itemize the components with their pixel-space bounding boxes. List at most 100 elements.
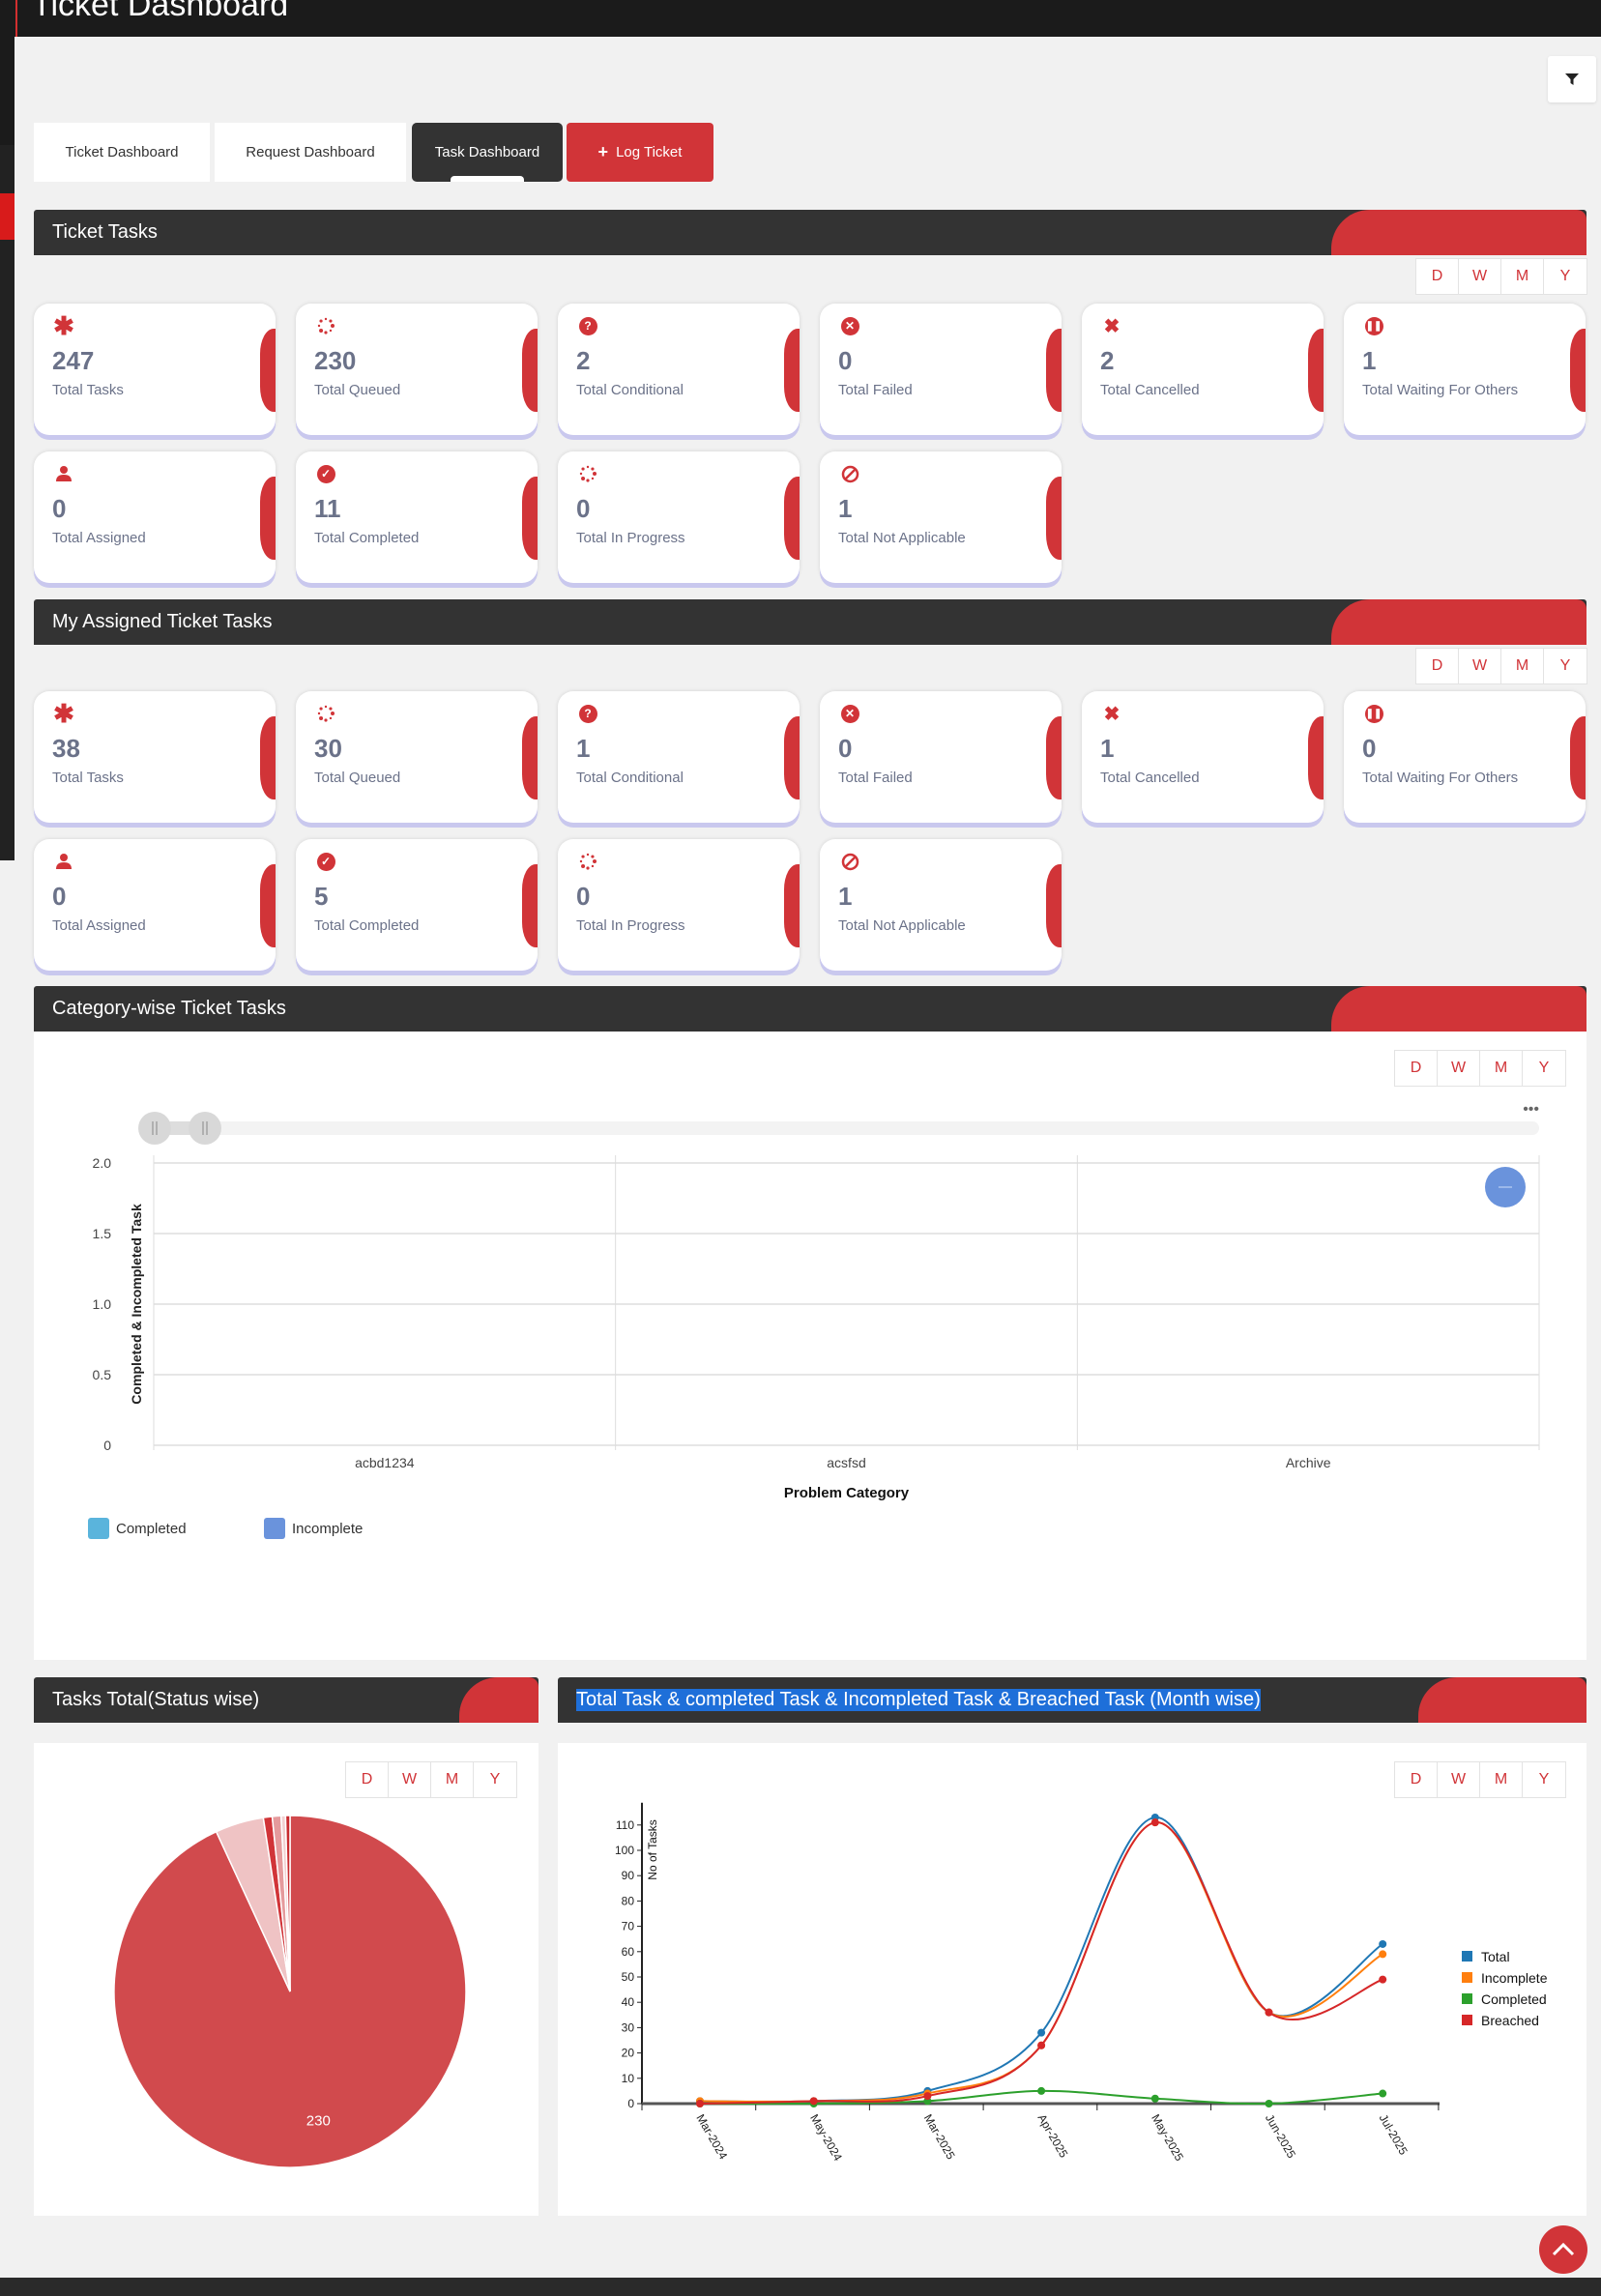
stat-label: Total Cancelled [1100,770,1200,786]
legend-item-total: Total [1481,1949,1510,1964]
stat-label: Total Waiting For Others [1362,382,1519,398]
stat-card-total-queued[interactable]: 30 Total Queued [296,691,538,823]
stat-card-total-waiting-for-others[interactable]: ❚❚ 0 Total Waiting For Others [1344,691,1586,823]
stat-card-total-assigned[interactable]: 0 Total Assigned [34,839,276,971]
x-tick-label: May-2024 [807,2112,845,2164]
y-tick-label: 1.5 [93,1226,112,1241]
pie-slice-label: 230 [306,2112,331,2129]
legend-item-breached: Breached [1481,2013,1539,2028]
period-button-d[interactable]: D [1416,649,1459,683]
sidebar-active-item[interactable] [0,193,15,240]
stat-card-total-tasks[interactable]: ✱ 247 Total Tasks [34,304,276,435]
stat-value: 2 [1100,346,1115,375]
period-button-w[interactable]: W [1438,1762,1480,1797]
log-ticket-button[interactable]: + Log Ticket [567,123,713,182]
period-button-m[interactable]: M [431,1762,474,1797]
scroll-to-top-button[interactable] [1539,2225,1587,2274]
point-completed [1265,2100,1273,2107]
stat-card-total-cancelled[interactable]: ✖ 2 Total Cancelled [1082,304,1324,435]
period-button-w[interactable]: W [1459,649,1501,683]
stat-card-total-not-applicable[interactable]: 1 Total Not Applicable [820,451,1062,583]
stat-label: Total Not Applicable [838,530,966,546]
x-tick-label: acbd1234 [355,1455,415,1470]
stat-card-total-assigned[interactable]: 0 Total Assigned [34,451,276,583]
stat-value: 1 [1362,346,1377,375]
tab-ticket-dashboard[interactable]: Ticket Dashboard [34,123,210,182]
y-tick-label: 110 [616,1818,634,1832]
filter-button[interactable] [1548,56,1596,102]
period-button-y[interactable]: Y [1538,1771,1550,1787]
stat-card-total-cancelled[interactable]: ✖ 1 Total Cancelled [1082,691,1324,823]
period-button-y[interactable]: Y [1559,268,1571,284]
stat-card-total-in-progress[interactable]: 0 Total In Progress [558,451,800,583]
tab-label: Ticket Dashboard [65,144,179,160]
stat-label: Total Cancelled [1100,382,1200,398]
title-accent [15,0,17,37]
section-title: Total Task & completed Task & Incomplete… [576,1689,1261,1711]
stat-value: 230 [314,346,357,375]
card-decoration [1570,716,1586,799]
x-tick-label: May-2025 [1149,2112,1186,2164]
period-button-d[interactable]: D [1395,1051,1438,1086]
x-tick-label: Apr-2025 [1035,2112,1071,2161]
y-tick-label: 2.0 [93,1155,112,1171]
period-button-w[interactable]: W [1438,1051,1480,1086]
user-icon [53,463,74,484]
period-button-w[interactable]: W [389,1762,431,1797]
tab-request-dashboard[interactable]: Request Dashboard [215,123,406,182]
point-total [1037,2028,1046,2037]
y-tick-label: 30 [622,2020,635,2034]
point-breached [1379,1975,1387,1984]
y-tick-label: 70 [622,1920,635,1933]
stat-card-total-failed[interactable]: ✕ 0 Total Failed [820,304,1062,435]
point-incomplete [1379,1950,1387,1959]
stat-card-total-tasks[interactable]: ✱ 38 Total Tasks [34,691,276,823]
card-decoration [784,716,800,799]
period-button-m[interactable]: M [1501,649,1544,683]
stat-card-total-conditional[interactable]: ? 2 Total Conditional [558,304,800,435]
check-circle-icon: ✓ [315,851,336,872]
stat-card-total-completed[interactable]: ✓ 11 Total Completed [296,451,538,583]
tab-task-dashboard[interactable]: Task Dashboard [412,123,563,182]
stat-label: Total In Progress [576,917,685,934]
point-breached [1265,2008,1273,2017]
stat-card-total-failed[interactable]: ✕ 0 Total Failed [820,691,1062,823]
ban-icon [839,851,860,872]
stat-card-total-not-applicable[interactable]: 1 Total Not Applicable [820,839,1062,971]
y-tick-label: 60 [622,1945,635,1959]
zoom-slider-handle[interactable] [138,1112,171,1145]
legend-swatch [88,1518,109,1539]
stat-value: 30 [314,734,342,763]
stat-card-total-in-progress[interactable]: 0 Total In Progress [558,839,800,971]
section-title: Tasks Total(Status wise) [52,1689,260,1710]
zoom-slider-handle[interactable] [189,1112,221,1145]
period-button-d[interactable]: D [1416,259,1459,294]
point-breached [809,2097,818,2106]
period-button-y[interactable]: Y [1538,1060,1550,1076]
more-options-icon[interactable]: ••• [1523,1101,1539,1118]
user-icon [53,851,74,872]
stat-card-total-queued[interactable]: 230 Total Queued [296,304,538,435]
stat-card-total-waiting-for-others[interactable]: ❚❚ 1 Total Waiting For Others [1344,304,1586,435]
period-button-d[interactable]: D [1395,1762,1438,1797]
y-tick-label: 20 [622,2047,635,2060]
legend-item-completed[interactable]: Completed [116,1521,187,1537]
asterisk-icon: ✱ [53,698,74,728]
pie-slice-total-not-applicable [284,1815,291,1992]
stat-card-total-completed[interactable]: ✓ 5 Total Completed [296,839,538,971]
pause-circle-icon: ❚❚ [1363,315,1384,336]
period-button-m[interactable]: M [1501,259,1544,294]
period-button-y[interactable]: Y [489,1771,501,1787]
legend-item-incomplete[interactable]: Incomplete [292,1521,363,1537]
stat-value: 0 [838,346,853,375]
point-completed [1379,2089,1387,2098]
period-button-y[interactable]: Y [1559,657,1571,674]
y-axis-title: Completed & Incompleted Task [129,1204,144,1405]
stat-card-total-conditional[interactable]: ? 1 Total Conditional [558,691,800,823]
period-button-m[interactable]: M [1480,1051,1523,1086]
legend-item-incomplete: Incomplete [1481,1970,1548,1986]
period-button-m[interactable]: M [1480,1762,1523,1797]
period-button-w[interactable]: W [1459,259,1501,294]
period-button-d[interactable]: D [346,1762,389,1797]
